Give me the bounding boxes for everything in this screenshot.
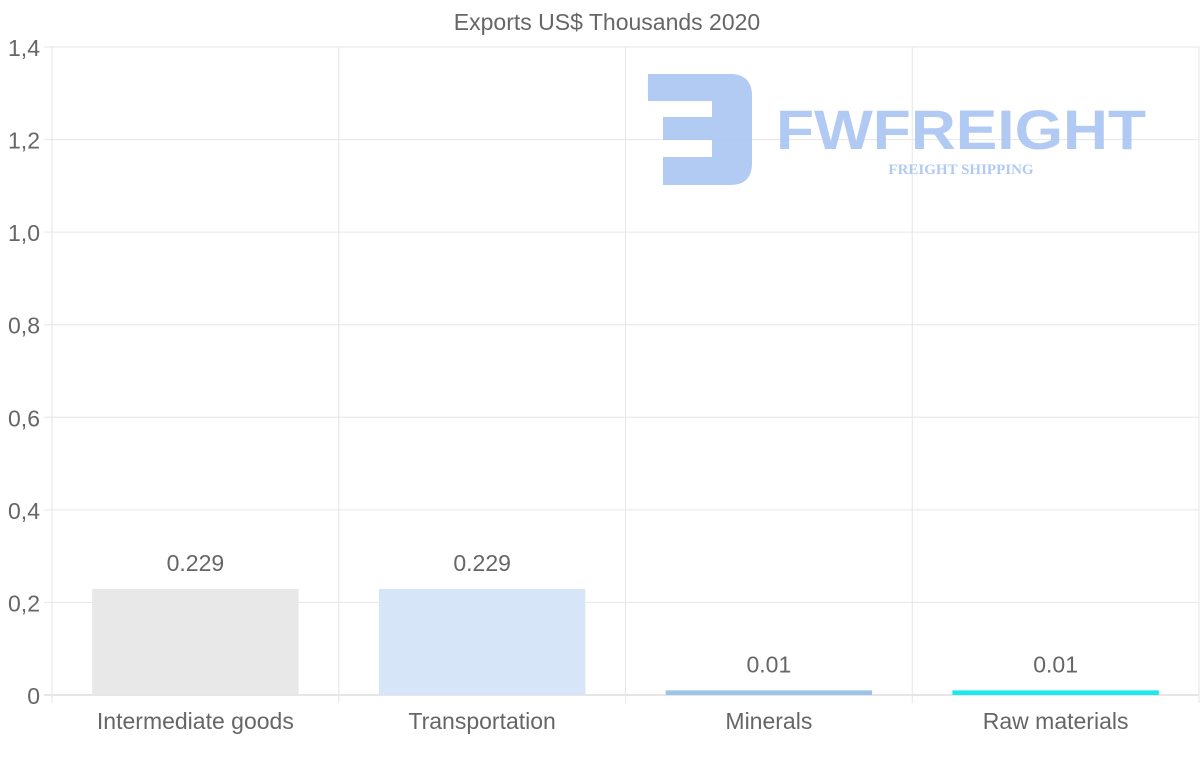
bar[interactable] xyxy=(378,589,586,695)
y-tick-label: 0,4 xyxy=(8,498,40,524)
x-tick-label: Transportation xyxy=(408,708,555,734)
y-tick-label: 0 xyxy=(27,683,40,709)
bar[interactable] xyxy=(952,690,1159,695)
logo-mark-icon xyxy=(648,74,752,185)
y-tick-label: 1,2 xyxy=(8,128,40,154)
y-tick-label: 1,4 xyxy=(8,35,40,61)
data-label: 0.01 xyxy=(746,651,791,677)
data-label: 0.229 xyxy=(453,550,511,576)
y-tick-label: 0,8 xyxy=(8,313,40,339)
watermark-logo: FWFREIGHT FREIGHT SHIPPING xyxy=(648,74,1146,185)
y-tick-label: 0,6 xyxy=(8,405,40,431)
x-tick-label: Minerals xyxy=(725,708,812,734)
watermark-tagline: FREIGHT SHIPPING xyxy=(888,162,1033,178)
chart-title: Exports US$ Thousands 2020 xyxy=(454,9,760,35)
x-tick-label: Raw materials xyxy=(983,708,1129,734)
data-label: 0.229 xyxy=(167,550,225,576)
bars xyxy=(92,589,1159,695)
y-tick-label: 1,0 xyxy=(8,220,40,246)
watermark-brand: FWFREIGHT xyxy=(776,98,1146,161)
labels: 0 0,2 0,4 0,6 0,8 1,0 1,2 1,4 0.229 Intermediate … xyxy=(8,35,1128,734)
bar[interactable] xyxy=(665,690,873,695)
bar[interactable] xyxy=(92,589,299,695)
data-label: 0.01 xyxy=(1033,651,1078,677)
x-tick-label: Intermediate goods xyxy=(97,708,294,734)
y-tick-label: 0,2 xyxy=(8,590,40,616)
